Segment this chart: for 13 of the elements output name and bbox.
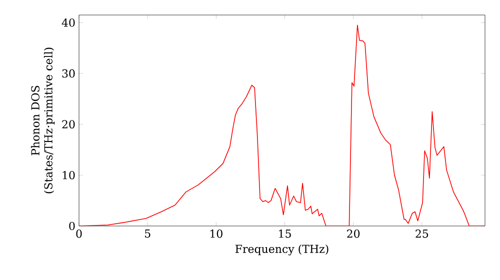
x-tick-label: 5 (145, 230, 150, 238)
x-tick-label: 15 (279, 230, 291, 238)
y-tick-label: 20 (62, 120, 75, 128)
x-tick-label: 0 (76, 230, 82, 238)
y-tick-label: 10 (62, 170, 75, 180)
x-axis-title: Frequency (THz) (235, 244, 328, 256)
y-tick-label: 0 (69, 222, 75, 230)
y-tick-label: 30 (62, 69, 75, 78)
x-tick-label: 20 (347, 230, 360, 238)
x-tick-label: 10 (210, 230, 222, 238)
y-axis-title: Phonon DOS (States/THz·primitive cell) (30, 48, 55, 194)
y-tick-label: 40 (62, 18, 75, 27)
x-tick-label: 25 (416, 230, 428, 238)
